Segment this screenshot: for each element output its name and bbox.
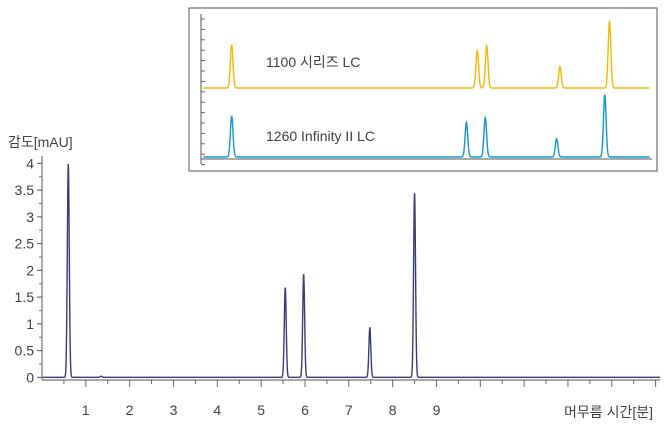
x-tick-label: 4 (213, 402, 221, 418)
x-tick-label: 1 (82, 402, 90, 418)
inset-series-label-1260: 1260 Infinity II LC (266, 128, 375, 144)
inset-frame (188, 7, 658, 172)
y-tick-label: 3.5 (15, 182, 35, 198)
x-axis-label: 머무름 시간[분] (564, 404, 653, 420)
main-chromatogram-trace (42, 163, 660, 379)
main-ticks: 0 0.5 1 1.5 2 2.5 3 3.5 4 1 2 3 4 5 6 7 8 9 (15, 155, 657, 418)
x-tick-label: 6 (301, 402, 309, 418)
y-tick-label: 1.5 (15, 289, 35, 305)
y-tick-label: 2.5 (15, 236, 35, 252)
inset-axes (200, 14, 652, 166)
inset-trace-1260-infinity (203, 94, 650, 158)
main-axes (41, 156, 660, 381)
inset-series-label-1100: 1100 시리즈 LC (266, 54, 360, 70)
x-tick-label: 2 (126, 402, 134, 418)
x-tick-label: 9 (433, 402, 441, 418)
y-tick-label: 0.5 (15, 343, 35, 359)
y-tick-label: 3 (26, 209, 34, 225)
inset-chart: 1100 시리즈 LC 1260 Infinity II LC (188, 7, 658, 172)
x-tick-label: 8 (389, 402, 397, 418)
x-tick-label: 7 (345, 402, 353, 418)
y-tick-label: 4 (26, 155, 34, 171)
x-tick-label: 5 (257, 402, 265, 418)
y-tick-label: 0 (26, 369, 34, 385)
y-tick-label: 2 (26, 262, 34, 278)
y-tick-label: 1 (26, 316, 34, 332)
x-tick-label: 3 (170, 402, 178, 418)
inset-trace-1100-series (203, 20, 650, 89)
y-axis-label: 감도[mAU] (8, 134, 73, 150)
